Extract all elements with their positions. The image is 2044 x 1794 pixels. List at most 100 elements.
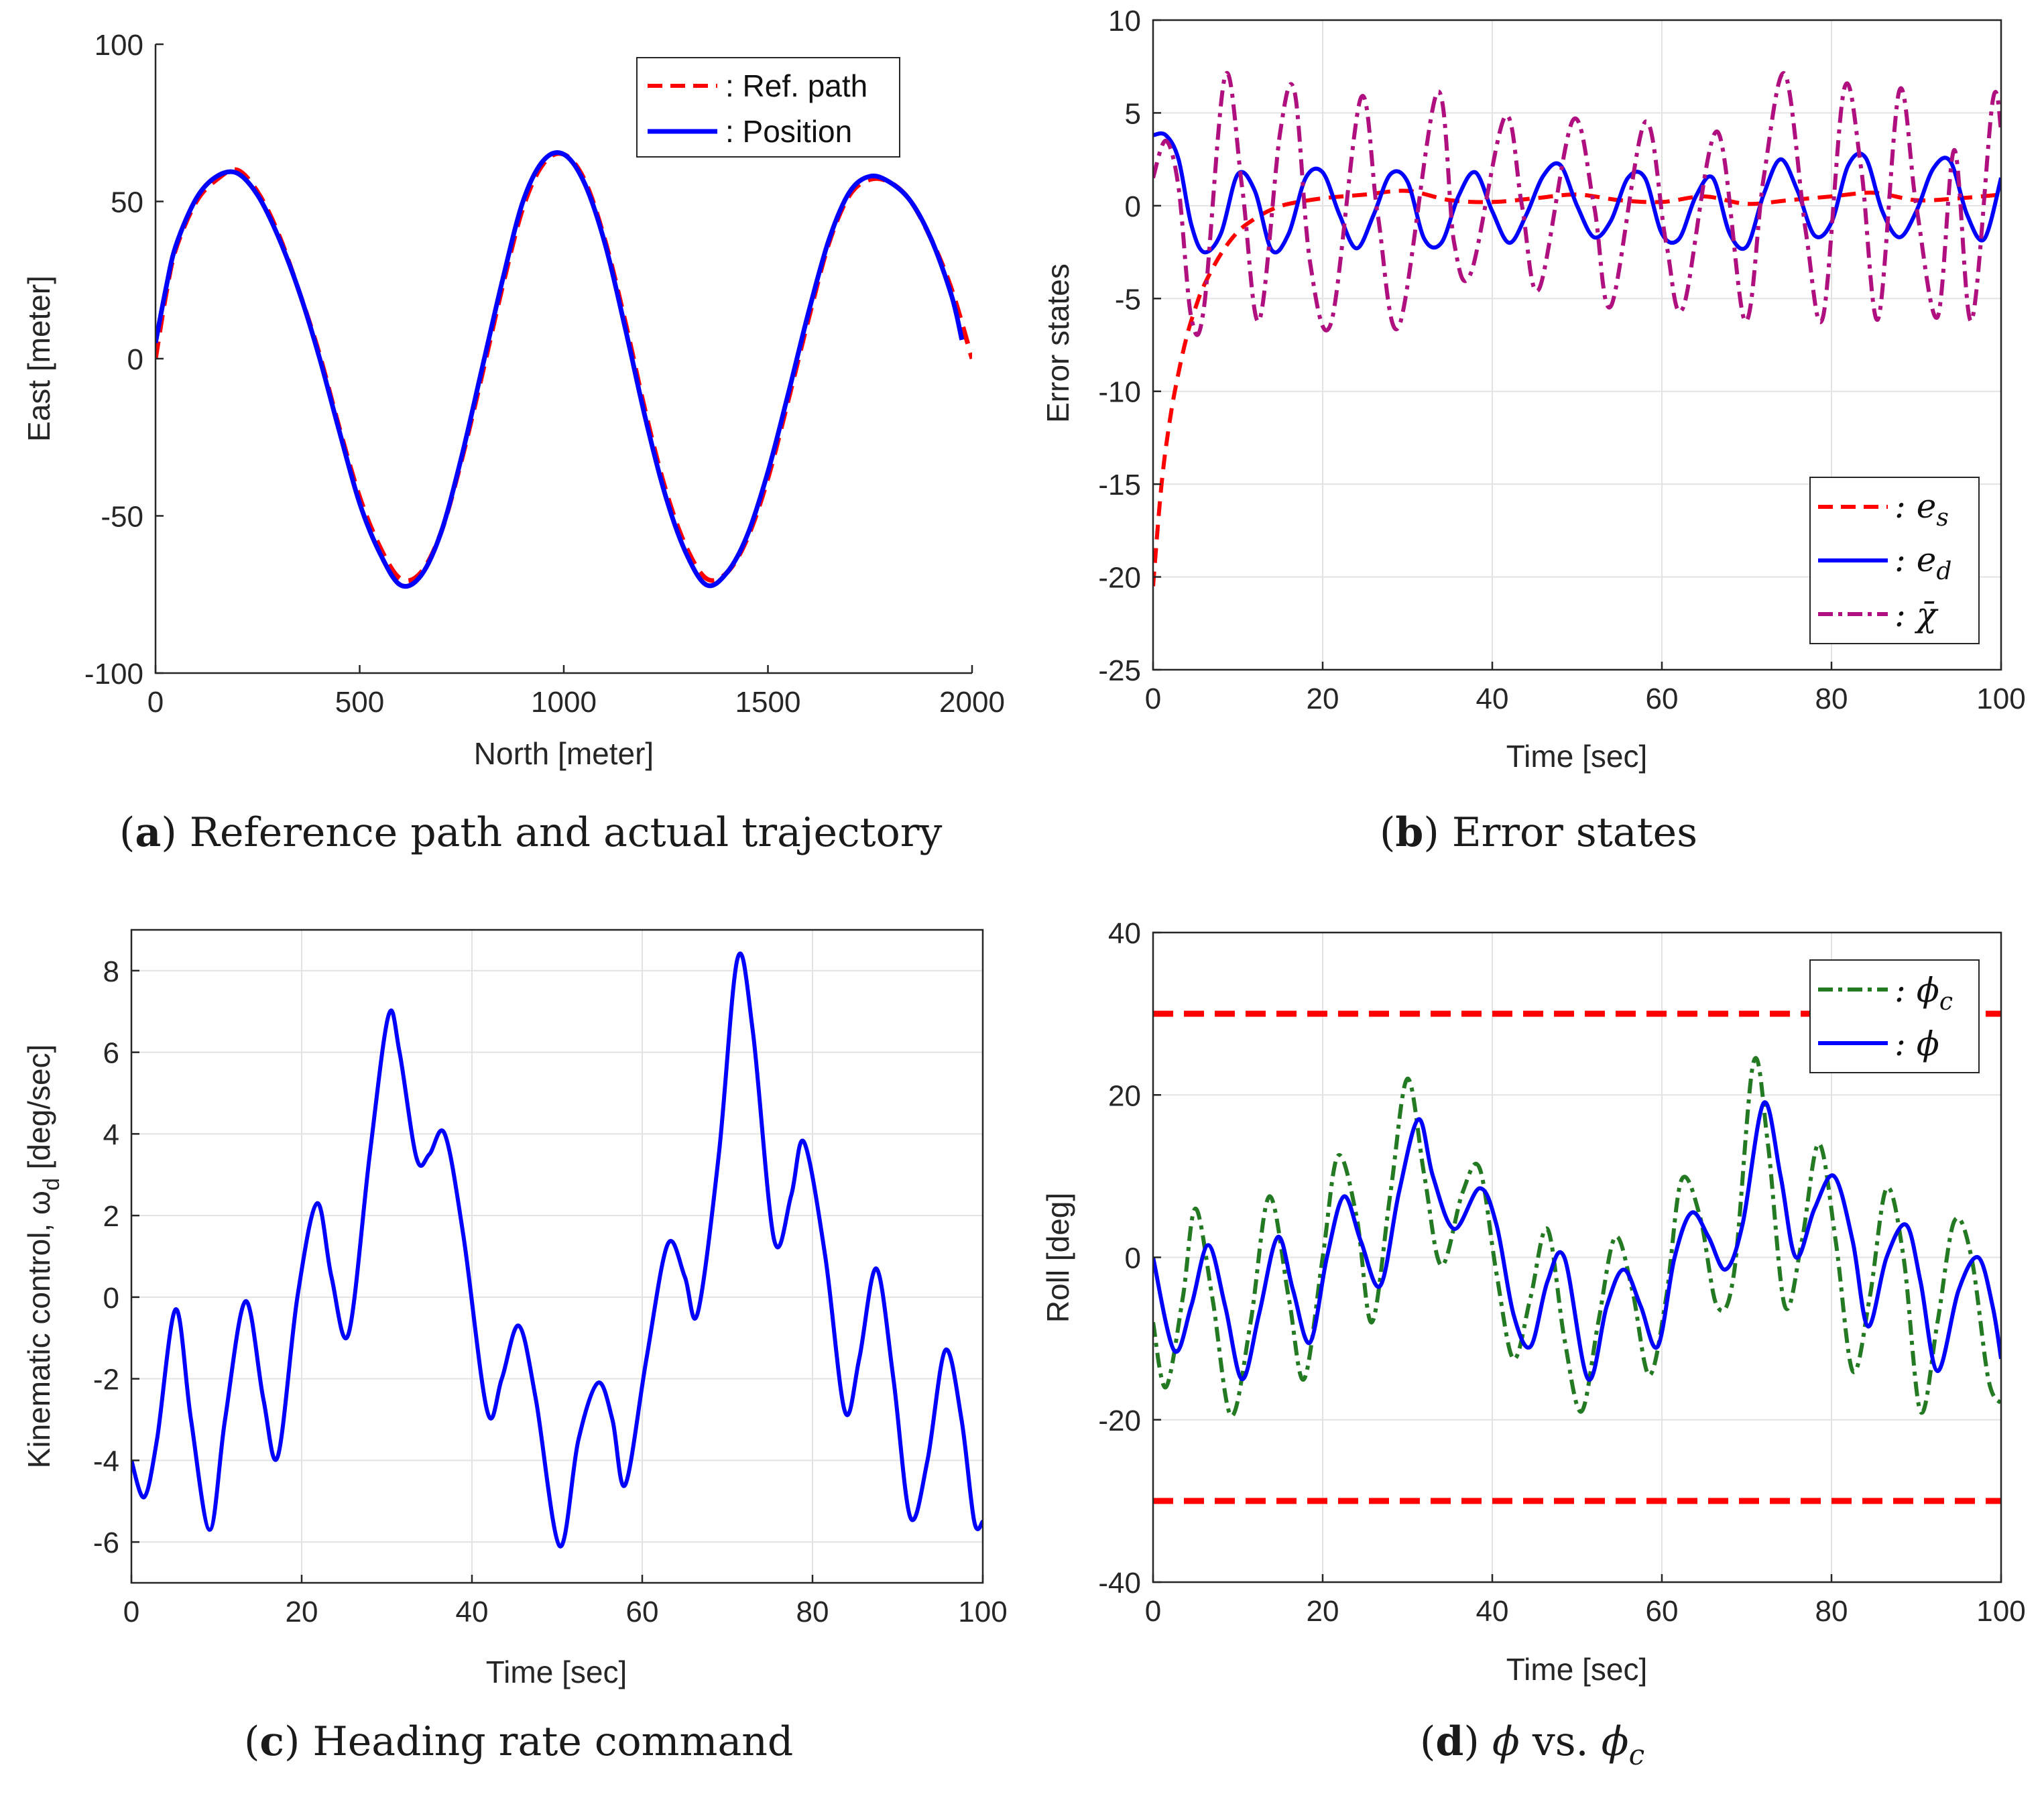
legend-position-label: : Position bbox=[725, 114, 852, 149]
x-tick-label: 0 bbox=[1145, 682, 1161, 715]
x-tick-label: 0 bbox=[1145, 1595, 1161, 1628]
x-tick-label: 60 bbox=[1646, 682, 1679, 715]
y-tick-label: 100 bbox=[95, 29, 143, 62]
panel-d-caption: (d) ϕ vs. ϕc bbox=[1420, 1718, 1644, 1771]
y-tick-label: -25 bbox=[1098, 654, 1141, 687]
panel-d-ylabel: Roll [deg] bbox=[1040, 1193, 1075, 1323]
phi-line bbox=[1153, 1100, 2001, 1382]
panel-a: 0 500 1000 1500 2000 -100 -50 0 50 100 North [me… bbox=[21, 29, 1005, 856]
y-tick-label: 2 bbox=[103, 1200, 119, 1233]
y-tick-label: 0 bbox=[103, 1282, 119, 1315]
chi-bar-line bbox=[1153, 71, 2001, 337]
panel-c-grid bbox=[131, 930, 983, 1583]
panel-b-caption-text: Error states bbox=[1452, 809, 1697, 856]
panel-a-caption: (a) Reference path and actual trajectory bbox=[119, 809, 942, 856]
y-tick-label: 40 bbox=[1108, 917, 1141, 950]
panel-b-ylabel: Error states bbox=[1040, 263, 1075, 423]
x-tick-label: 60 bbox=[1646, 1595, 1679, 1628]
panel-d-caption-sub: c bbox=[1629, 1738, 1645, 1771]
panel-c-caption-letter: c bbox=[259, 1718, 284, 1765]
panel-a-caption-letter: a bbox=[135, 809, 161, 856]
panel-d-caption-letter: d bbox=[1435, 1718, 1463, 1765]
y-tick-label: 20 bbox=[1108, 1079, 1141, 1112]
panel-a-caption-text: Reference path and actual trajectory bbox=[190, 809, 943, 856]
position-line bbox=[156, 150, 965, 589]
phi-c-line bbox=[1153, 1056, 2001, 1418]
omega-d-line bbox=[131, 951, 983, 1549]
x-tick-label: 1500 bbox=[735, 686, 801, 719]
panel-b: 0 20 40 60 80 100 -25 -20 -15 -10 -5 0 5 10 Time [se… bbox=[1040, 5, 2026, 856]
panel-b-x-ticks: 0 20 40 60 80 100 bbox=[1145, 662, 2026, 715]
panel-c: 0 20 40 60 80 100 -6 -4 -2 0 2 4 6 8 Time [sec] Kine… bbox=[21, 929, 1008, 1765]
panel-d: 0 20 40 60 80 100 -40 -20 0 20 40 Time [sec] Roll… bbox=[1040, 917, 2026, 1771]
y-tick-label: 4 bbox=[103, 1118, 119, 1151]
x-tick-label: 20 bbox=[1307, 1595, 1339, 1628]
panel-d-caption-phi: ϕ bbox=[1492, 1718, 1520, 1765]
panel-c-caption: (c) Heading rate command bbox=[244, 1718, 793, 1765]
legend-e-d-label: : ed bbox=[1895, 540, 1951, 585]
y-tick-label: 5 bbox=[1125, 97, 1141, 130]
panel-d-x-ticks: 0 20 40 60 80 100 bbox=[1145, 1574, 2026, 1628]
y-tick-label: 6 bbox=[103, 1037, 119, 1070]
x-tick-label: 0 bbox=[123, 1596, 139, 1628]
panel-b-axes bbox=[1152, 19, 2002, 671]
x-tick-label: 80 bbox=[796, 1596, 829, 1628]
y-tick-label: 0 bbox=[1125, 190, 1141, 223]
x-tick-label: 1000 bbox=[531, 686, 597, 719]
panel-b-caption-letter: b bbox=[1395, 809, 1423, 856]
legend-phi-label: : ϕ bbox=[1895, 1024, 1939, 1063]
e-s-line bbox=[1153, 188, 2001, 587]
x-tick-label: 20 bbox=[1307, 682, 1339, 715]
x-tick-label: 80 bbox=[1815, 1595, 1848, 1628]
x-tick-label: 100 bbox=[1976, 1595, 2025, 1628]
x-tick-label: 500 bbox=[335, 686, 384, 719]
panel-c-ylabel: Kinematic control, ωd [deg/sec] bbox=[21, 1044, 64, 1469]
x-tick-label: 40 bbox=[1476, 1595, 1509, 1628]
legend-ref-path-label: : Ref. path bbox=[725, 68, 867, 103]
y-tick-label: -40 bbox=[1098, 1567, 1141, 1600]
y-tick-label: -15 bbox=[1098, 469, 1141, 501]
panel-a-legend: : Ref. path : Position bbox=[636, 57, 900, 158]
panel-c-xlabel: Time [sec] bbox=[486, 1655, 627, 1689]
y-tick-label: -2 bbox=[93, 1364, 119, 1396]
y-tick-label: -20 bbox=[1098, 1404, 1141, 1437]
y-tick-label: -20 bbox=[1098, 562, 1141, 595]
panel-a-x-ticks: 0 500 1000 1500 2000 bbox=[147, 665, 1005, 719]
x-tick-label: 2000 bbox=[939, 686, 1005, 719]
y-tick-label: 8 bbox=[103, 955, 119, 988]
panel-c-caption-text: Heading rate command bbox=[312, 1718, 793, 1765]
panel-d-caption-phi-c: ϕ bbox=[1602, 1718, 1629, 1765]
y-tick-label: 0 bbox=[1125, 1242, 1141, 1275]
panel-b-y-ticks: -25 -20 -15 -10 -5 0 5 10 bbox=[1098, 5, 1161, 687]
ref-path-line bbox=[156, 151, 972, 583]
panel-d-caption-vs: vs. bbox=[1520, 1718, 1602, 1765]
y-tick-label: 0 bbox=[127, 343, 143, 376]
y-tick-label: 10 bbox=[1108, 5, 1141, 38]
y-tick-label: -5 bbox=[1115, 283, 1141, 316]
x-tick-label: 100 bbox=[958, 1596, 1007, 1628]
x-tick-label: 60 bbox=[626, 1596, 659, 1628]
panel-c-x-ticks: 0 20 40 60 80 100 bbox=[123, 1575, 1008, 1628]
legend-e-s-label: : es bbox=[1895, 487, 1949, 532]
panel-d-legend: : ϕc : ϕ bbox=[1809, 959, 1980, 1073]
x-tick-label: 40 bbox=[456, 1596, 489, 1628]
panel-d-y-ticks: -40 -20 0 20 40 bbox=[1098, 917, 1161, 1600]
panel-d-xlabel: Time [sec] bbox=[1506, 1652, 1647, 1687]
y-tick-label: -10 bbox=[1098, 376, 1141, 409]
panel-b-caption: (b) Error states bbox=[1380, 809, 1697, 856]
y-tick-label: -6 bbox=[93, 1527, 119, 1559]
panel-b-xlabel: Time [sec] bbox=[1506, 739, 1647, 774]
x-tick-label: 80 bbox=[1815, 682, 1848, 715]
x-tick-label: 0 bbox=[147, 686, 164, 719]
panel-b-legend: : es : ed : χ̄ bbox=[1809, 477, 1980, 644]
y-tick-label: -4 bbox=[93, 1445, 119, 1478]
panel-a-y-ticks: -100 -50 0 50 100 bbox=[84, 29, 164, 691]
x-tick-label: 100 bbox=[1976, 682, 2025, 715]
x-tick-label: 40 bbox=[1476, 682, 1509, 715]
roll-limit-lines bbox=[1153, 1010, 2001, 1504]
panel-c-y-ticks: -6 -4 -2 0 2 4 6 8 bbox=[93, 955, 139, 1559]
legend-phi-c-label: : ϕc bbox=[1895, 971, 1953, 1016]
panel-a-ylabel: East [meter] bbox=[21, 276, 56, 442]
panel-a-xlabel: North [meter] bbox=[474, 736, 654, 771]
